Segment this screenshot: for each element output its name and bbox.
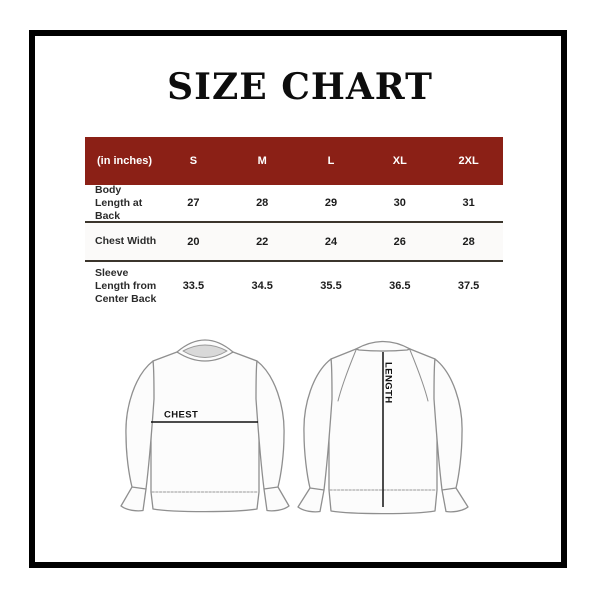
- cell-value: 37.5: [457, 280, 480, 292]
- table-row-chest-width: Chest Width 20 22 24 26 28: [85, 223, 503, 260]
- cell-value: 34.5: [251, 280, 273, 292]
- cell-value: 36.5: [389, 280, 411, 292]
- back-collar-band: [355, 340, 411, 352]
- cell-value: 27: [187, 197, 200, 209]
- cell-value: 22: [256, 235, 269, 248]
- row-label: Sleeve Length from Center Back: [95, 266, 157, 305]
- size-table-header-row: (in inches) S M L XL 2XL: [85, 137, 503, 185]
- row-separator: [85, 260, 503, 262]
- cell-value: 29: [324, 197, 338, 209]
- front-right-cuff-line: [263, 486, 279, 490]
- cell-value: 31: [462, 197, 475, 209]
- back-left-sleeve: [297, 358, 333, 513]
- front-left-cuff-line: [131, 486, 147, 490]
- cell-value: 30: [393, 197, 406, 209]
- size-header-s: S: [189, 155, 198, 167]
- size-header-2xl: 2XL: [458, 155, 479, 167]
- row-separator: [85, 221, 503, 223]
- front-right-sleeve: [255, 360, 290, 512]
- row-label: Body Length at Back: [95, 183, 143, 222]
- chest-measure-label: CHEST: [164, 410, 198, 421]
- table-row-sleeve-length: Sleeve Length from Center Back 33.5 34.5…: [85, 262, 503, 310]
- length-measure-label: LENGTH: [383, 362, 394, 403]
- front-sweatshirt-diagram: CHEST: [120, 339, 290, 513]
- back-right-sleeve: [433, 358, 469, 513]
- row-label: Chest Width: [95, 235, 157, 247]
- back-right-armhole-seam: [409, 349, 429, 402]
- back-sweatshirt-diagram: LENGTH: [297, 340, 469, 515]
- table-row-body-length: Body Length at Back 27 28 29 30 31: [85, 183, 503, 222]
- back-left-armhole-seam: [337, 349, 357, 402]
- size-header-m: M: [257, 155, 267, 167]
- page-title: SIZE CHART: [167, 66, 433, 108]
- page-border-frame: [29, 30, 567, 568]
- size-table: (in inches) S M L XL 2XL Body Length at …: [85, 137, 503, 310]
- cell-value: 28: [462, 235, 475, 248]
- cell-value: 33.5: [182, 280, 205, 292]
- front-body: [150, 351, 260, 513]
- size-header-xl: XL: [392, 155, 407, 167]
- cell-value: 24: [324, 235, 338, 248]
- cell-value: 35.5: [320, 280, 342, 292]
- back-right-cuff-line: [441, 487, 457, 491]
- unit-header-cell: (in inches): [97, 155, 153, 167]
- front-collar-opening: [182, 344, 228, 358]
- cell-value: 26: [393, 235, 406, 248]
- cell-value: 20: [187, 235, 200, 248]
- cell-value: 28: [256, 197, 269, 209]
- back-left-cuff-line: [309, 487, 325, 491]
- front-left-sleeve: [120, 360, 155, 512]
- size-header-l: L: [327, 155, 335, 167]
